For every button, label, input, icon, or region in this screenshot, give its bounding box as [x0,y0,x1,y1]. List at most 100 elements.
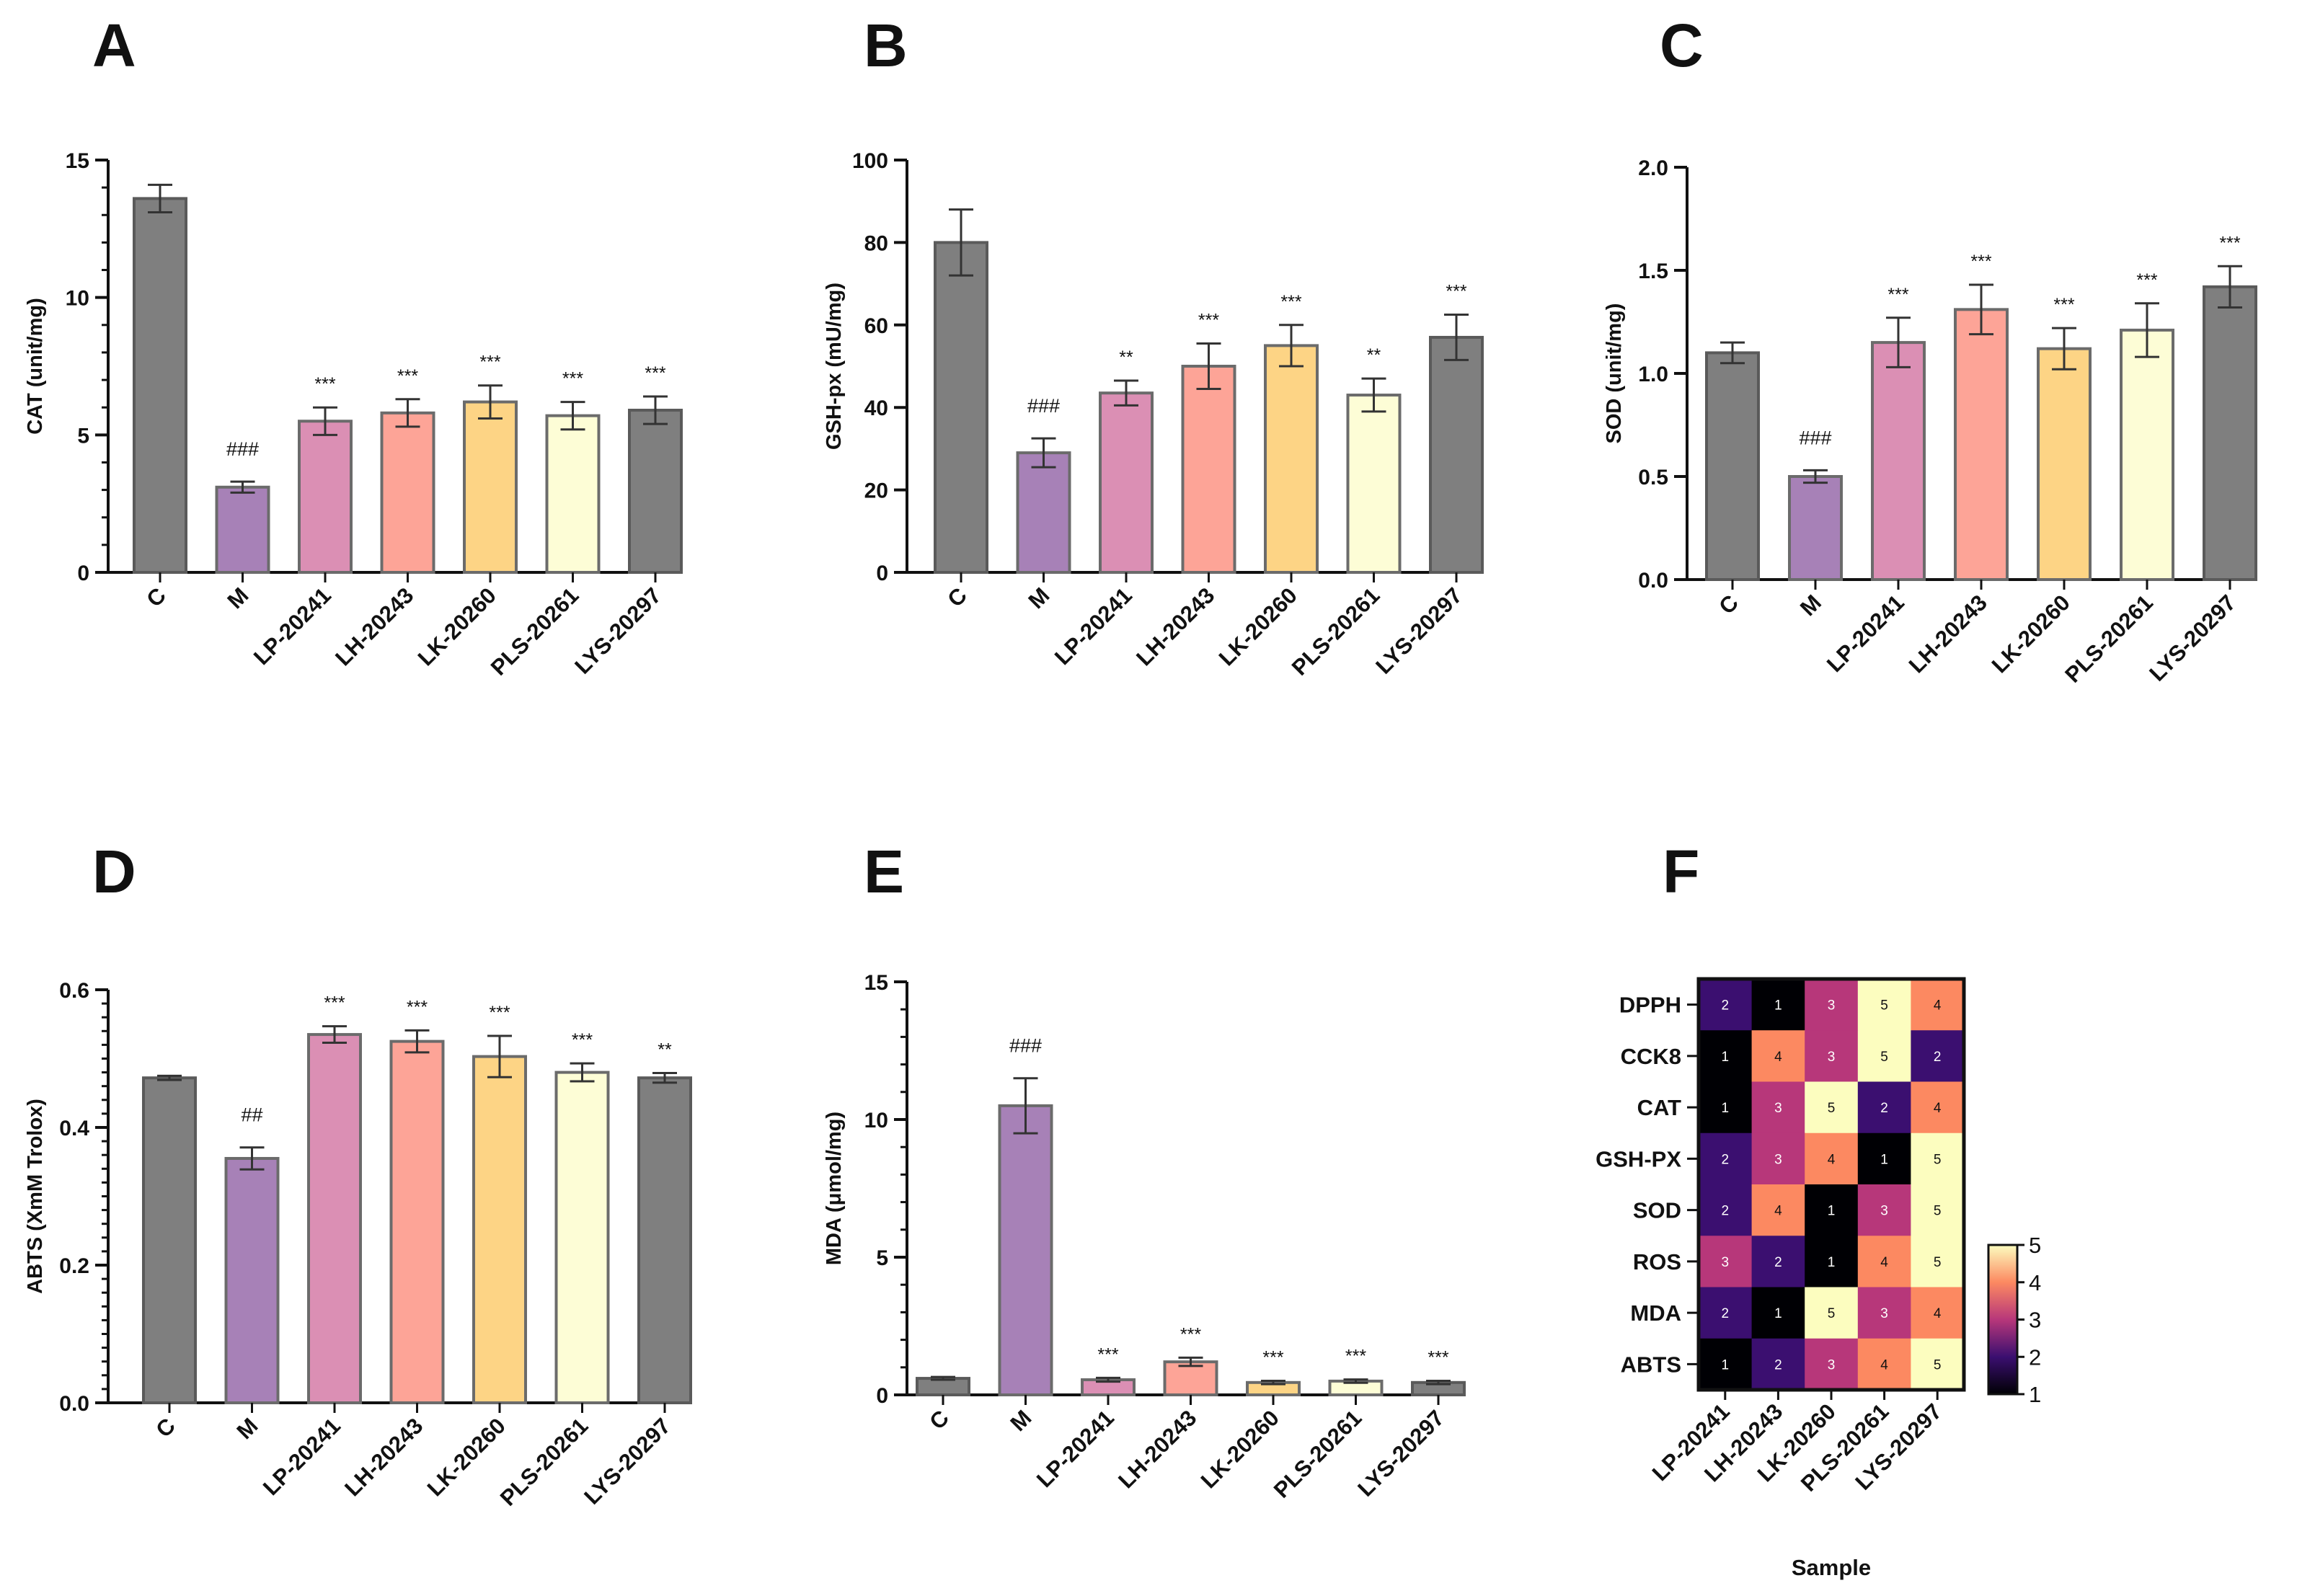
y-tick-label: 80 [864,231,888,255]
panel-b-y-label: GSH-px (mU/mg) [823,283,846,450]
bar-m [1788,475,1843,581]
x-tick-label: LP-20241 [1822,590,1909,677]
significance-label: *** [1198,311,1219,331]
x-tick-label: LP-20241 [1050,582,1137,670]
bar-lys-20297 [628,409,683,574]
heatmap-cell-label: 3 [1828,1050,1836,1065]
x-tick-label: PLS-20261 [1269,1405,1367,1503]
significance-label: *** [1262,1348,1283,1368]
heatmap-cell-label: 3 [1774,1152,1782,1167]
heatmap-cell-label: 1 [1828,1204,1836,1219]
heatmap-row-label: CCK8 [1621,1044,1681,1069]
significance-label: ### [1799,427,1831,448]
x-tick-label: LYS-20297 [570,582,666,679]
error-bar-lk-20260 [478,384,503,420]
error-bar-pls-20261 [2135,302,2159,358]
x-tick-label: LYS-20297 [2144,590,2241,686]
heatmap-cell-label: 4 [1828,1152,1836,1167]
panel-c-y-label: SOD (unit/mg) [1603,303,1626,444]
heatmap-cell-label: 5 [1934,1152,1942,1167]
x-tick-label: LH-20243 [1131,582,1219,670]
bar-m [1016,451,1071,574]
significance-label: *** [2136,270,2157,291]
panel-a-letter: A [92,12,136,79]
panel-d-y-label: ABTS (XmM Trolox) [24,1099,47,1294]
bar-lp-20241 [298,420,353,574]
significance-label: ### [226,438,259,460]
bar-lh-20243 [389,1039,445,1404]
error-bar-lp-20241 [1886,316,1911,368]
significance-label: *** [314,374,335,394]
y-tick-label: 0.4 [59,1117,89,1140]
error-bar-lh-20243 [1969,283,1993,336]
bar-c [142,1076,197,1404]
error-bar-lp-20241 [322,1025,347,1045]
significance-label: *** [1970,252,1991,272]
bar-lp-20241 [307,1033,362,1404]
panel-b: B 0 20 40 60 80 100 GSH-px (mU/mg) C ### M ** LP-202… [823,12,1484,680]
error-bar-lk-20260 [2052,327,2076,371]
significance-label: *** [2053,295,2074,315]
y-tick-label: 5 [876,1246,888,1270]
heatmap-cell-label: 1 [1828,1255,1836,1270]
heatmap-cell-label: 1 [1722,1357,1730,1373]
x-tick-label: LK-20260 [413,582,501,670]
x-tick-label: M [1023,582,1054,613]
panel-e-letter: E [864,838,904,905]
heatmap-cell-label: 4 [1934,1101,1942,1116]
heatmap-cell [1805,979,1859,1031]
bar-c [133,197,187,574]
heatmap-cell [1911,979,1965,1031]
y-tick-label: 0.0 [59,1392,89,1416]
heatmap-cell-label: 4 [1774,1050,1782,1065]
heatmap-cell-label: 2 [1722,1306,1730,1321]
heatmap-cell [1751,979,1805,1031]
error-bar-c [148,183,172,213]
heatmap-cell [1857,1287,1911,1339]
bar-c [1705,351,1760,581]
bar-lk-20260 [2037,347,2092,581]
significance-label: *** [1280,292,1301,312]
colorbar-tick-label: 1 [2029,1382,2041,1407]
heatmap-row-label: SOD [1633,1198,1681,1223]
heatmap-cell [1699,1287,1753,1339]
heatmap-cell-label: 5 [1828,1101,1836,1116]
error-bar-lp-20241 [1114,379,1138,407]
error-bar-lk-20260 [1261,1380,1285,1386]
heatmap-cell [1857,1081,1911,1134]
significance-label: ### [1009,1035,1042,1057]
error-bar-m [239,1146,265,1171]
panel-e-y-label: MDA (μmol/mg) [823,1112,846,1265]
heatmap-cell [1751,1338,1805,1391]
heatmap-cell-label: 4 [1934,998,1942,1014]
x-tick-label: C [141,582,171,612]
heatmap-cell [1911,1184,1965,1236]
y-tick-label: 15 [864,971,888,995]
heatmap-row-label: CAT [1637,1095,1681,1120]
significance-label: *** [1345,1347,1366,1367]
colorbar-tick-label: 3 [2029,1308,2041,1333]
bar-lk-20260 [463,400,518,574]
bar-c [934,241,988,574]
y-tick-label: 2.0 [1638,156,1668,180]
bar-pls-20261 [554,1070,610,1404]
heatmap-cell-label: 2 [1722,998,1730,1014]
significance-label: *** [572,1030,593,1050]
x-tick-label: LK-20260 [1987,590,2075,678]
error-bar-lk-20260 [1279,324,1304,368]
y-tick-label: 0.5 [1638,466,1668,489]
significance-label: *** [2219,233,2240,253]
heatmap-cell [1805,1338,1859,1391]
panel-c: C 0.0 0.5 1.0 1.5 2.0 SOD (unit/mg) C ### M *** LP-… [1603,12,2257,688]
heatmap-cell-label: 5 [1934,1204,1942,1219]
heatmap-cell-label: 5 [1828,1306,1836,1321]
significance-label: ** [658,1040,672,1060]
heatmap-cell [1805,1030,1859,1082]
bar-m [215,485,270,575]
error-bar-lh-20243 [395,398,420,428]
heatmap-cell-label: 3 [1828,1357,1836,1373]
significance-label: *** [1097,1344,1118,1365]
heatmap-cell-label: 2 [1774,1255,1782,1270]
error-bar-lys-20297 [652,1072,677,1084]
x-tick-label: LYS-20297 [1371,582,1467,679]
